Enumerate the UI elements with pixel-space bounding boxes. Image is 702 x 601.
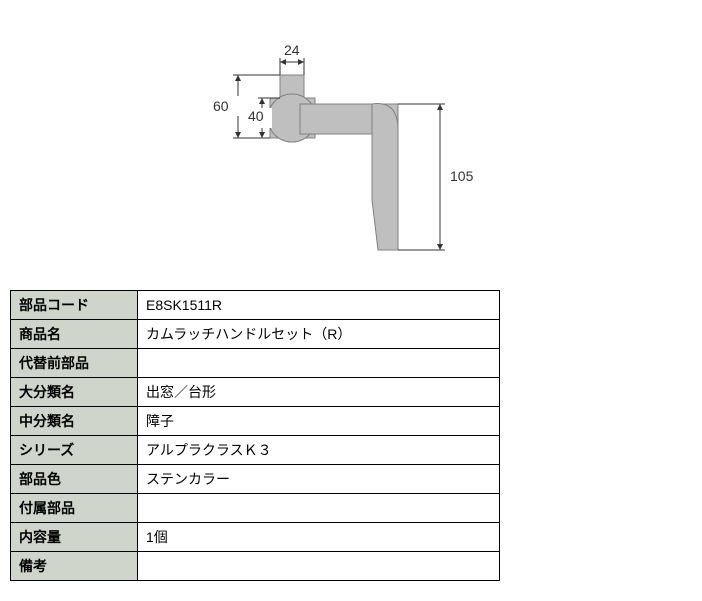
handle-diagram xyxy=(0,0,702,290)
dim-handle-height: 105 xyxy=(450,168,473,184)
row-label: 部品コード xyxy=(11,291,138,320)
row-label: 代替前部品 xyxy=(11,349,138,378)
row-value: 1個 xyxy=(138,523,500,552)
table-row: 商品名 カムラッチハンドルセット（R） xyxy=(11,320,500,349)
table-row: 代替前部品 xyxy=(11,349,500,378)
dim-top-width: 24 xyxy=(284,42,300,58)
row-label: 部品色 xyxy=(11,465,138,494)
table-row: 大分類名 出窓／台形 xyxy=(11,378,500,407)
table-row: 備考 xyxy=(11,552,500,581)
row-value: ステンカラー xyxy=(138,465,500,494)
table-row: シリーズ アルプラクラスＫ３ xyxy=(11,436,500,465)
row-value xyxy=(138,349,500,378)
table-row: 部品色 ステンカラー xyxy=(11,465,500,494)
row-label: 大分類名 xyxy=(11,378,138,407)
row-value xyxy=(138,494,500,523)
row-label: 中分類名 xyxy=(11,407,138,436)
row-label: シリーズ xyxy=(11,436,138,465)
row-value: カムラッチハンドルセット（R） xyxy=(138,320,500,349)
row-value: E8SK1511R xyxy=(138,291,500,320)
table-row: 付属部品 xyxy=(11,494,500,523)
table-row: 部品コード E8SK1511R xyxy=(11,291,500,320)
dim-height-outer: 60 xyxy=(213,98,229,114)
row-value: 出窓／台形 xyxy=(138,378,500,407)
table-row: 内容量 1個 xyxy=(11,523,500,552)
row-label: 付属部品 xyxy=(11,494,138,523)
row-label: 商品名 xyxy=(11,320,138,349)
row-value: 障子 xyxy=(138,407,500,436)
table-row: 中分類名 障子 xyxy=(11,407,500,436)
row-value xyxy=(138,552,500,581)
row-value: アルプラクラスＫ３ xyxy=(138,436,500,465)
dim-height-inner: 40 xyxy=(248,108,264,124)
spec-table: 部品コード E8SK1511R 商品名 カムラッチハンドルセット（R） 代替前部… xyxy=(10,290,500,581)
diagram-area: 24 60 40 105 xyxy=(0,0,702,290)
row-label: 内容量 xyxy=(11,523,138,552)
spec-table-body: 部品コード E8SK1511R 商品名 カムラッチハンドルセット（R） 代替前部… xyxy=(11,291,500,581)
row-label: 備考 xyxy=(11,552,138,581)
